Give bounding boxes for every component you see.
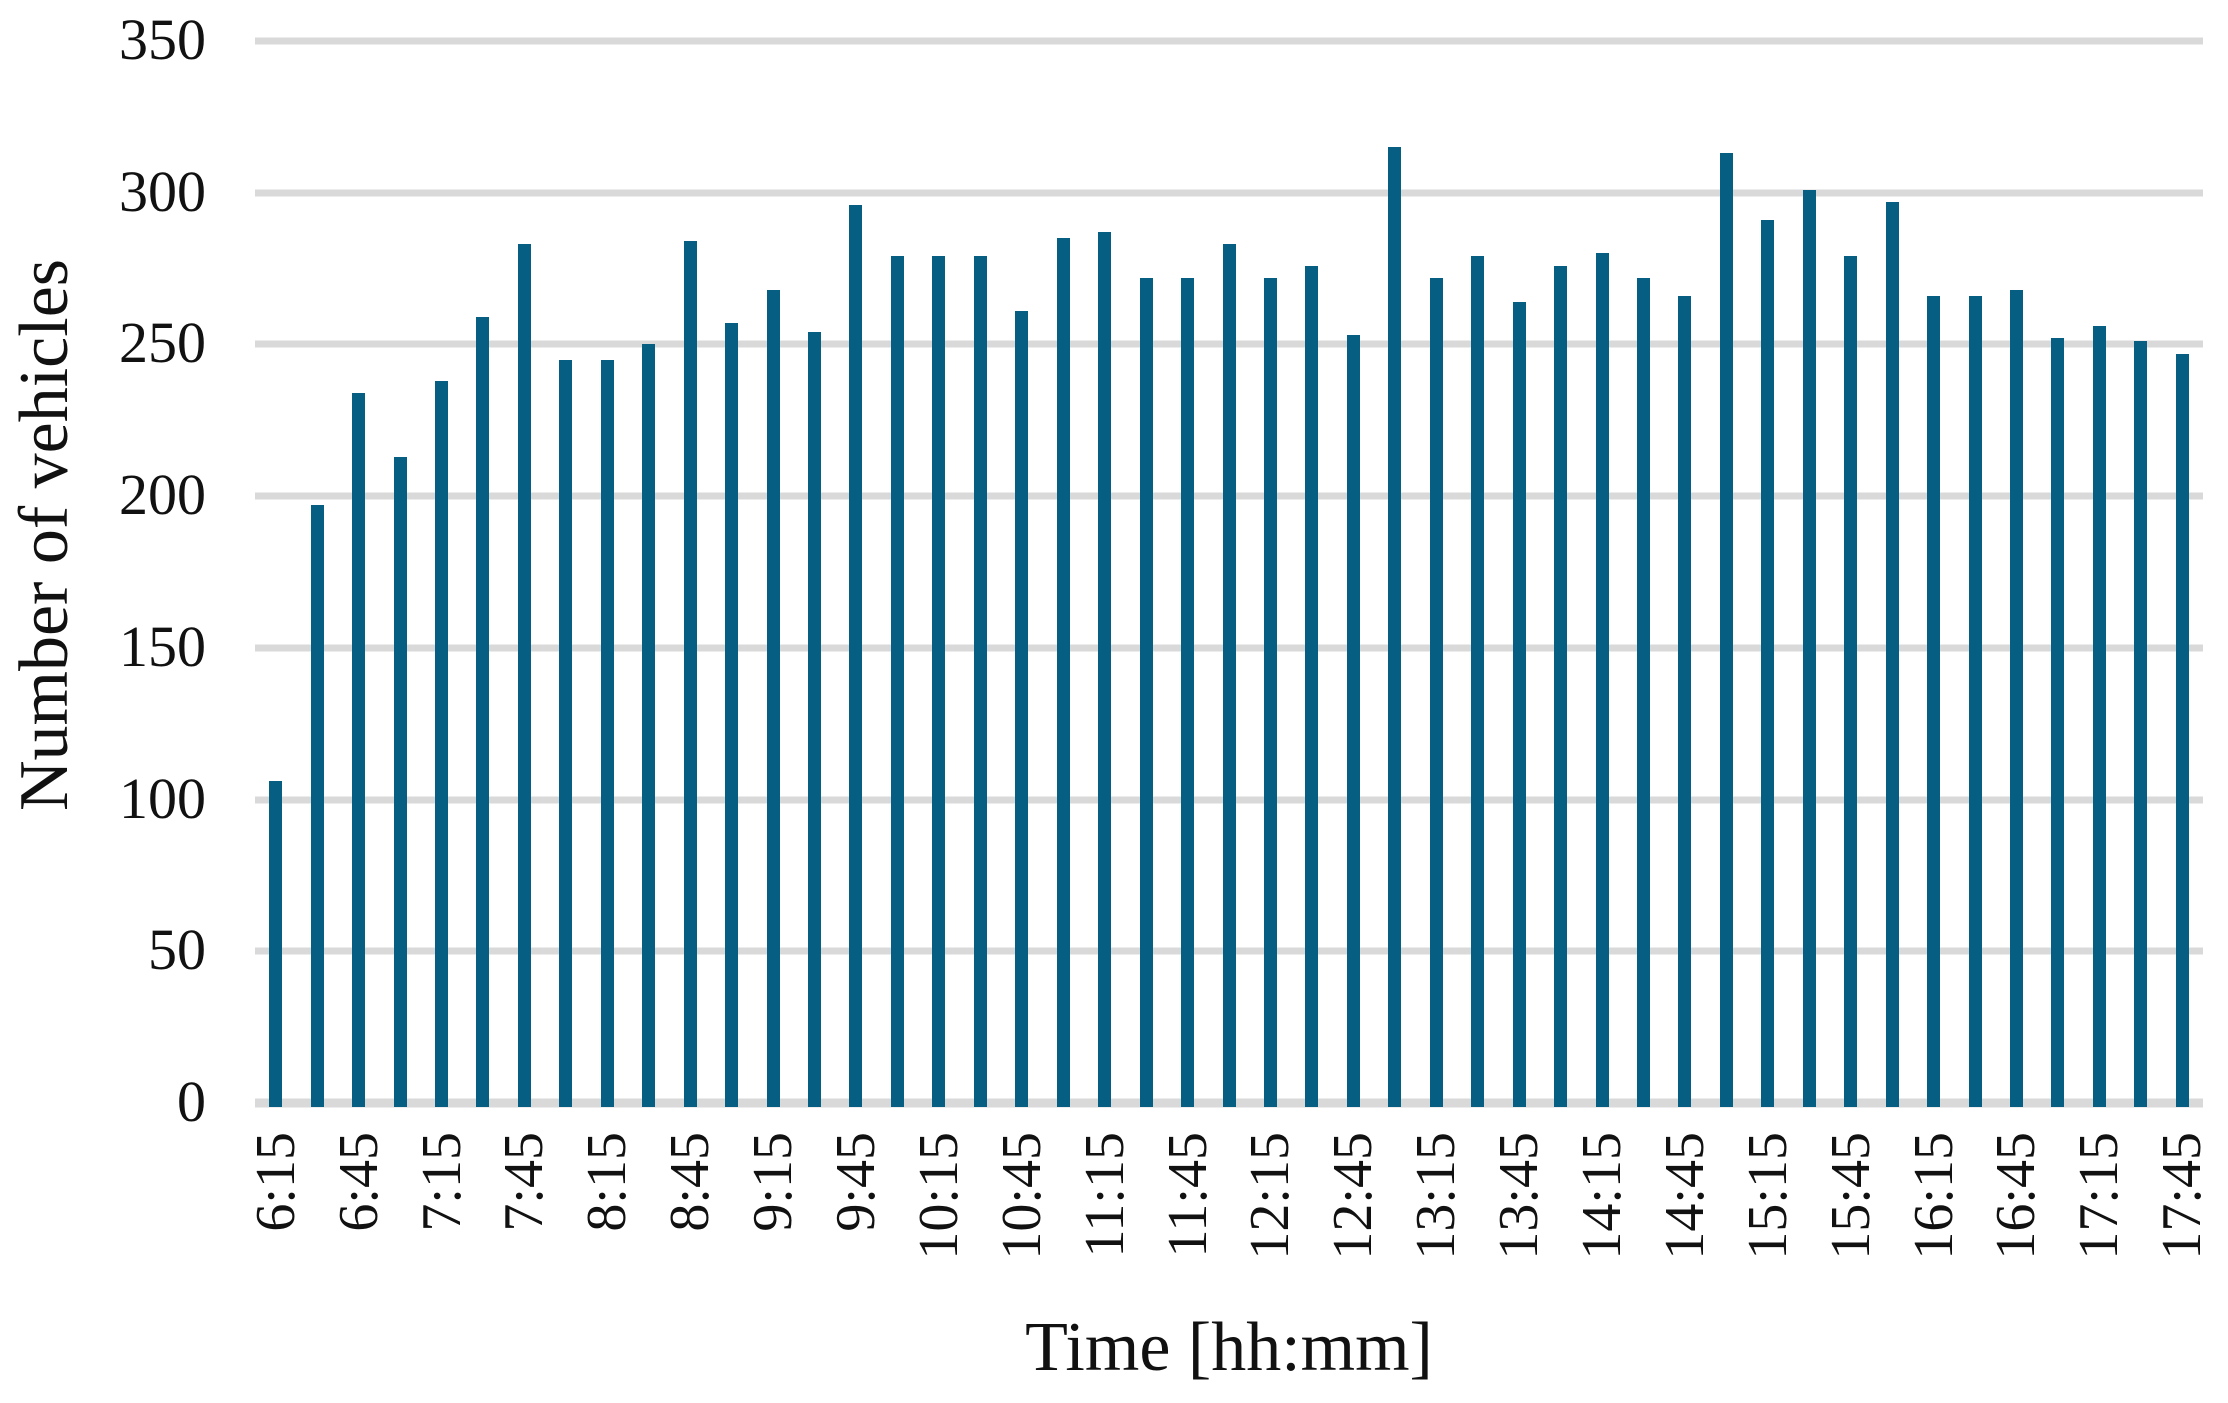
x-tick-label-7:15: 7:15 [410,1132,473,1232]
y-tick-label-150: 150 [119,613,206,679]
bar-11:15 [1098,232,1112,1107]
y-tick-label-100: 100 [119,765,206,831]
y-tick-label-50: 50 [148,917,206,983]
x-tick-label-17:45: 17:45 [2151,1132,2214,1260]
x-tick-label-17:15: 17:15 [2068,1132,2131,1260]
bar-10:15 [932,256,946,1107]
x-tick-label-15:45: 15:45 [1819,1132,1882,1260]
bar-8:15 [600,359,614,1107]
bar-17:45 [2175,353,2189,1107]
bar-17:15 [2092,326,2106,1107]
bar-14:15 [1595,253,1609,1107]
bar-15:00 [1719,153,1733,1107]
bar-11:30 [1139,277,1153,1107]
bar-10:00 [890,256,904,1107]
bar-7:45 [517,244,531,1107]
x-tick-label-6:15: 6:15 [244,1132,307,1232]
x-tick-label-8:15: 8:15 [576,1132,639,1232]
bar-12:00 [1222,244,1236,1107]
bar-12:30 [1305,265,1319,1107]
y-tick-label-350: 350 [119,6,206,72]
x-tick-label-9:15: 9:15 [742,1132,805,1232]
bar-9:15 [766,289,780,1107]
x-tick-label-9:45: 9:45 [824,1132,887,1232]
x-tick-label-7:45: 7:45 [493,1132,556,1232]
bar-12:45 [1346,335,1360,1107]
bar-6:30 [310,505,324,1107]
bar-10:30 [973,256,987,1107]
bar-15:45 [1844,256,1858,1107]
x-tick-label-16:45: 16:45 [1985,1132,2048,1260]
bar-8:00 [559,359,573,1107]
bar-14:45 [1678,295,1692,1107]
bar-17:00 [2051,338,2065,1107]
bar-7:30 [476,317,490,1107]
x-tick-label-15:15: 15:15 [1736,1132,1799,1260]
x-tick-label-14:15: 14:15 [1571,1132,1634,1260]
gridline-y-300 [255,189,2203,197]
plot-area [255,37,2203,1108]
bar-13:15 [1429,277,1443,1107]
bar-13:45 [1512,301,1526,1107]
x-axis-title: Time [hh:mm] [1025,1309,1433,1386]
x-tick-label-8:45: 8:45 [659,1132,722,1232]
bar-16:30 [1968,295,1982,1107]
bar-16:15 [1927,295,1941,1107]
x-tick-label-16:15: 16:15 [1902,1132,1965,1260]
x-tick-label-10:15: 10:15 [907,1132,970,1260]
bar-15:15 [1761,220,1775,1107]
bar-14:30 [1636,277,1650,1107]
bar-8:45 [683,241,697,1107]
bar-14:00 [1554,265,1568,1107]
y-tick-label-200: 200 [119,461,206,527]
y-tick-label-300: 300 [119,158,206,224]
bar-11:45 [1181,277,1195,1107]
bar-16:45 [2009,289,2023,1107]
bar-16:00 [1885,201,1899,1107]
gridline-y-350 [255,37,2203,45]
bar-7:15 [435,380,448,1107]
y-tick-label-250: 250 [119,310,206,376]
bar-11:00 [1056,238,1070,1107]
bar-15:30 [1802,189,1816,1107]
bar-9:45 [849,204,863,1107]
x-tick-label-14:45: 14:45 [1653,1132,1716,1260]
bar-7:00 [393,456,407,1107]
bar-9:30 [808,332,822,1107]
bar-8:30 [642,344,656,1107]
x-tick-label-6:45: 6:45 [327,1132,390,1232]
bar-12:15 [1263,277,1277,1107]
bar-10:45 [1015,311,1029,1107]
x-tick-label-13:45: 13:45 [1488,1132,1551,1260]
bar-17:30 [2134,341,2148,1107]
bar-13:00 [1388,147,1402,1107]
y-tick-label-0: 0 [177,1068,206,1134]
bar-13:30 [1471,256,1485,1107]
bar-6:45 [352,392,366,1107]
bar-9:00 [725,323,739,1107]
bar-6:15 [269,781,283,1107]
